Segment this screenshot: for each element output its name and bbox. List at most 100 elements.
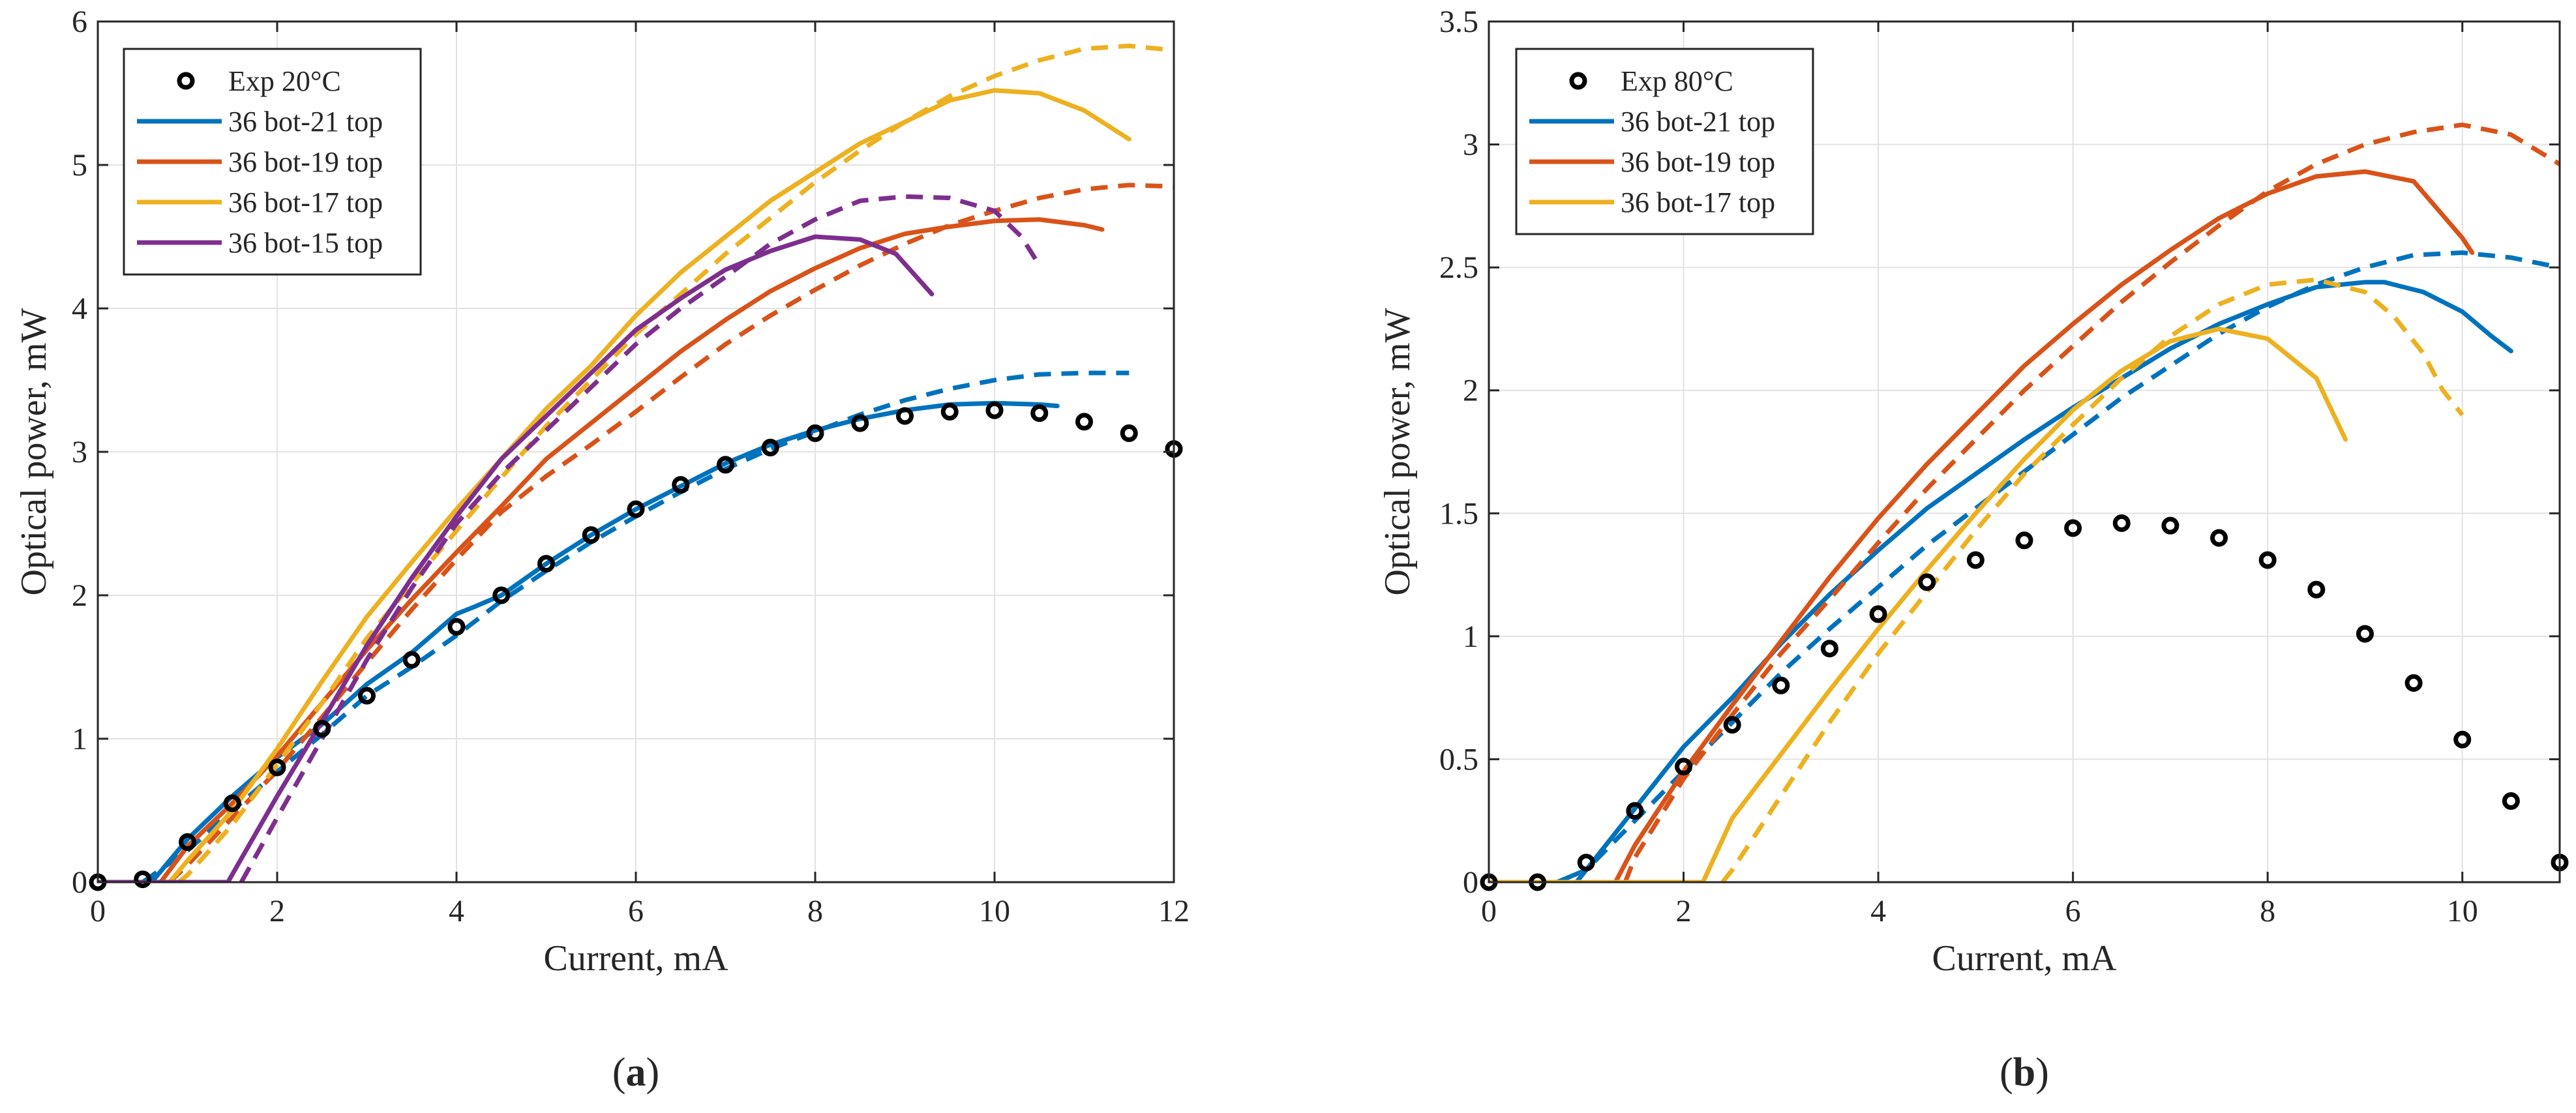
- legend-label-2: 36 bot-19 top: [228, 146, 383, 178]
- experimental-point: [1723, 716, 1741, 734]
- y-tick-label: 2: [72, 578, 87, 613]
- experimental-point: [940, 402, 959, 421]
- experimental-point: [268, 758, 286, 777]
- y-tick-label: 6: [72, 5, 87, 39]
- experimental-point: [2502, 792, 2520, 810]
- series-line-solid-1: [1489, 280, 2513, 882]
- experimental-point: [2356, 625, 2374, 643]
- caption-open-paren: (: [612, 1050, 626, 1095]
- experimental-point: [1675, 758, 1693, 776]
- legend-marker-experimental: [1569, 72, 1587, 90]
- experimental-point: [896, 407, 914, 425]
- legend-label-1: 36 bot-21 top: [228, 106, 383, 138]
- series-line-dashed-2: [1623, 122, 2560, 882]
- experimental-point: [134, 870, 152, 889]
- experimental-point: [2064, 519, 2082, 537]
- panel-caption: (b): [1999, 1050, 2049, 1095]
- experimental-point: [2015, 531, 2033, 550]
- experimental-point: [179, 833, 196, 851]
- experimental-point: [672, 476, 690, 494]
- x-axis-label: Current, mA: [543, 938, 728, 979]
- experimental-point: [447, 617, 466, 636]
- legend-label-3: 36 bot-17 top: [1621, 186, 1775, 218]
- experimental-point: [985, 401, 1004, 419]
- y-tick-label: 0: [1463, 865, 1478, 900]
- experimental-point: [1577, 853, 1595, 872]
- y-tick-label: 1: [72, 722, 87, 756]
- legend-label-experimental: Exp 20°C: [228, 65, 341, 97]
- experimental-point: [492, 586, 511, 604]
- x-tick-label: 2: [1676, 894, 1692, 928]
- experimental-point: [717, 456, 734, 474]
- experimental-point: [2161, 516, 2179, 535]
- experimental-point: [1120, 424, 1138, 442]
- y-tick-label: 3: [72, 435, 87, 469]
- experimental-point: [223, 794, 241, 812]
- legend: Exp 20°C 36 bot-21 top 36 bot-19 top 36 bot…: [123, 48, 422, 276]
- x-tick-label: 8: [807, 894, 823, 928]
- experimental-point: [537, 555, 555, 573]
- chart-panel-b: 0 2 4 6 8 10 0 0.5 1 1.5 2 2.5 3 3.5 Current, mA Optica…: [1377, 5, 2569, 1095]
- x-tick-label: 2: [269, 894, 285, 928]
- experimental-point: [1626, 802, 1644, 820]
- y-tick-label: 1.5: [1439, 496, 1478, 531]
- experimental-point: [2404, 674, 2423, 692]
- series-group: [98, 43, 1174, 882]
- y-tick-label: 4: [72, 291, 87, 326]
- caption-close-paren: ): [2035, 1050, 2049, 1095]
- series-group: [1489, 122, 2560, 882]
- y-tick-label: 0: [72, 865, 87, 900]
- y-tick-label: 3: [1463, 128, 1478, 162]
- experimental-point: [2307, 580, 2326, 599]
- y-tick-label: 0.5: [1439, 742, 1478, 777]
- experimental-point: [627, 500, 645, 518]
- x-tick-label: 4: [449, 894, 464, 928]
- experimental-point: [582, 526, 600, 544]
- y-axis-label: Optical power, mW: [1377, 308, 1418, 595]
- x-tick-label: 0: [1481, 894, 1497, 928]
- experimental-point: [1030, 404, 1049, 423]
- experimental-point: [313, 720, 331, 738]
- legend-label-2: 36 bot-19 top: [1621, 146, 1775, 178]
- series-line-dashed-3: [1720, 277, 2464, 882]
- series-line-solid-4: [98, 234, 935, 882]
- legend-label-1: 36 bot-21 top: [1621, 106, 1775, 138]
- series-line-solid-3: [1489, 326, 2348, 882]
- experimental-point: [1966, 551, 1984, 569]
- x-tick-label: 6: [2065, 894, 2081, 928]
- caption-close-paren: ): [646, 1050, 660, 1095]
- y-tick-label: 2: [1463, 374, 1478, 408]
- y-tick-label: 5: [72, 148, 87, 183]
- legend-label-experimental: Exp 80°C: [1621, 65, 1733, 97]
- x-tick-label: 10: [979, 894, 1010, 928]
- series-line-solid-2: [1613, 169, 2475, 882]
- x-tick-label: 4: [1870, 894, 1886, 928]
- legend-label-4: 36 bot-15 top: [228, 227, 383, 259]
- y-axis-label: Optical power, mW: [14, 308, 54, 595]
- experimental-point: [2112, 514, 2131, 532]
- experimental-point: [358, 687, 376, 705]
- series-line-solid-3: [167, 88, 1131, 882]
- y-tick-label: 3.5: [1439, 5, 1478, 39]
- experimental-point: [851, 414, 869, 432]
- experimental-point: [806, 424, 824, 442]
- caption-letter: a: [626, 1050, 646, 1095]
- x-axis-label: Current, mA: [1932, 938, 2117, 979]
- experimental-point: [1075, 413, 1093, 431]
- experimental-point: [2453, 730, 2472, 749]
- legend-label-3: 36 bot-17 top: [228, 186, 383, 218]
- experimental-point: [1772, 676, 1790, 694]
- series-line-dashed-1: [1574, 250, 2560, 882]
- caption-letter: b: [2013, 1050, 2035, 1095]
- x-tick-label: 0: [90, 894, 106, 928]
- axes-box: [1488, 20, 2561, 883]
- legend-marker-experimental: [177, 72, 195, 90]
- experimental-point: [1820, 640, 1838, 658]
- series-line-dashed-2: [168, 183, 1174, 882]
- experimental-point: [1918, 573, 1936, 591]
- caption-open-paren: (: [1999, 1050, 2013, 1095]
- series-line-dashed-4: [239, 194, 1041, 882]
- y-tick-label: 2.5: [1439, 250, 1478, 285]
- experimental-point: [2210, 529, 2228, 547]
